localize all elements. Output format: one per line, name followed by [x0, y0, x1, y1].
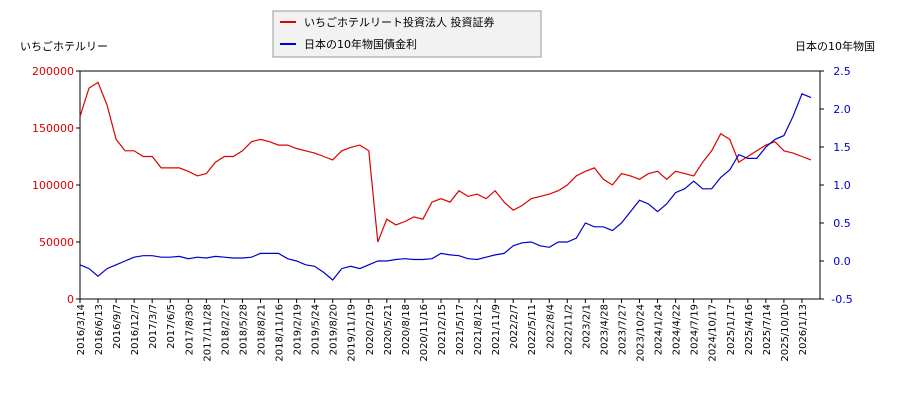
- x-tick-label: 2016/3/14: [76, 304, 87, 355]
- x-tick-label: 2024/7/19: [690, 304, 701, 355]
- x-tick-label: 2017/8/30: [184, 304, 195, 355]
- x-tick-label: 2018/11/16: [275, 304, 286, 362]
- y2-tick-label: 0.5: [833, 217, 851, 230]
- x-tick-label: 2024/4/22: [672, 304, 683, 355]
- y-tick-label: 50000: [39, 236, 74, 249]
- x-tick-label: 2023/4/28: [599, 304, 610, 355]
- x-tick-label: 2024/10/17: [708, 304, 719, 362]
- legend-label: いちごホテルリート投資法人 投資証券: [304, 15, 495, 29]
- x-tick-label: 2026/1/13: [798, 304, 809, 355]
- x-tick-label: 2025/7/14: [762, 304, 773, 355]
- x-tick-label: 2019/5/24: [311, 304, 322, 355]
- x-tick-label: 2019/11/19: [347, 304, 358, 362]
- x-tick-label: 2017/3/7: [148, 304, 159, 349]
- y-tick-label: 100000: [32, 179, 74, 192]
- x-tick-label: 2023/7/27: [617, 304, 628, 355]
- x-tick-label: 2022/5/11: [527, 304, 538, 355]
- x-tick-label: 2020/11/16: [419, 304, 430, 362]
- x-tick-label: 2025/4/16: [744, 304, 755, 355]
- y2-tick-label: 1.0: [833, 179, 851, 192]
- x-tick-label: 2023/10/24: [636, 304, 647, 362]
- y-axis-title: いちごホテルリー: [20, 39, 108, 53]
- x-tick-label: 2017/11/28: [202, 304, 213, 362]
- x-tick-label: 2020/8/18: [401, 304, 412, 355]
- y2-tick-label: -0.5: [831, 293, 852, 306]
- x-tick-label: 2016/12/7: [130, 304, 141, 355]
- y2-tick-label: 1.5: [833, 141, 851, 154]
- y2-axis-title: 日本の10年物国: [795, 39, 875, 53]
- x-tick-label: 2020/5/21: [383, 304, 394, 355]
- y-tick-label: 0: [67, 293, 74, 306]
- data-line: [79, 93, 812, 281]
- x-tick-label: 2021/2/15: [437, 304, 448, 355]
- x-tick-label: 2018/5/28: [238, 304, 249, 355]
- x-tick-label: 2024/1/24: [654, 304, 665, 355]
- x-tick-label: 2025/10/10: [780, 304, 791, 362]
- x-tick-label: 2019/8/20: [329, 304, 340, 355]
- y2-tick-label: 2.0: [833, 103, 851, 116]
- x-tick-label: 2022/8/4: [545, 304, 556, 349]
- data-line: [79, 81, 812, 243]
- legend-box: [272, 10, 542, 58]
- x-tick-label: 2021/5/17: [455, 304, 466, 355]
- x-tick-label: 2021/11/9: [491, 304, 502, 355]
- x-tick-label: 2025/1/17: [726, 304, 737, 355]
- x-tick-label: 2022/2/7: [509, 304, 520, 349]
- x-tick-label: 2016/6/13: [94, 304, 105, 355]
- plot-frame: [79, 70, 821, 300]
- x-tick-label: 2017/6/5: [166, 304, 177, 349]
- x-tick-label: 2016/9/7: [112, 304, 123, 349]
- y2-tick-label: 2.5: [833, 65, 851, 78]
- x-tick-label: 2021/8/12: [473, 304, 484, 355]
- y2-tick-label: 0.0: [833, 255, 851, 268]
- x-tick-label: 2019/2/19: [293, 304, 304, 355]
- legend-label: 日本の10年物国債金利: [304, 37, 417, 51]
- x-tick-label: 2018/8/21: [256, 304, 267, 355]
- x-tick-label: 2023/2/1: [581, 304, 592, 349]
- y-tick-label: 150000: [32, 122, 74, 135]
- x-tick-label: 2018/2/27: [220, 304, 231, 355]
- x-tick-label: 2022/11/2: [563, 304, 574, 355]
- x-tick-label: 2020/2/19: [365, 304, 376, 355]
- y-tick-label: 200000: [32, 65, 74, 78]
